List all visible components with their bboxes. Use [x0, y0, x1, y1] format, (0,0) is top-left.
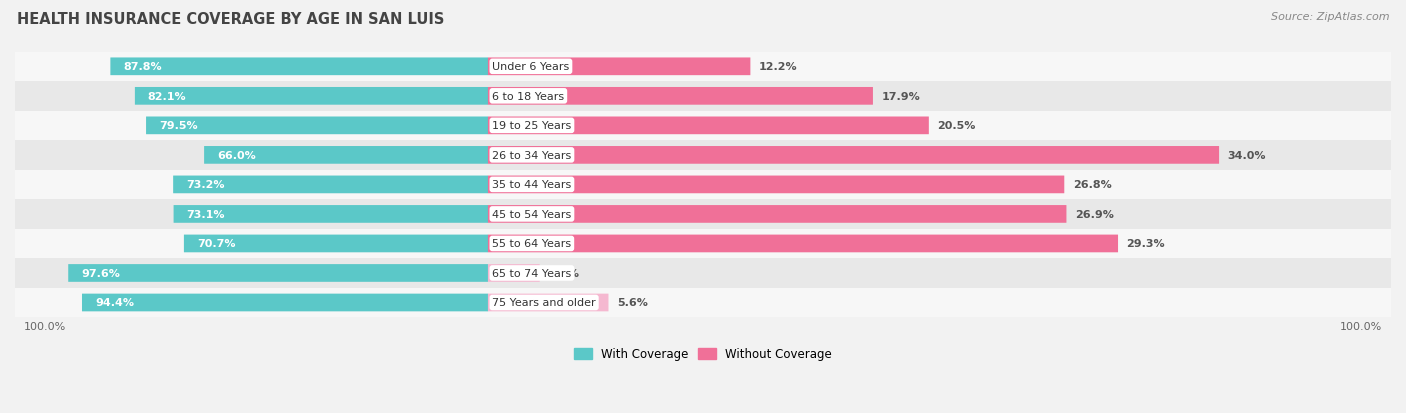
FancyBboxPatch shape [135, 88, 488, 105]
Text: HEALTH INSURANCE COVERAGE BY AGE IN SAN LUIS: HEALTH INSURANCE COVERAGE BY AGE IN SAN … [17, 12, 444, 27]
Text: 82.1%: 82.1% [148, 92, 187, 102]
FancyBboxPatch shape [15, 259, 1391, 288]
Text: 2.4%: 2.4% [548, 268, 579, 278]
Text: 26 to 34 Years: 26 to 34 Years [492, 150, 572, 161]
FancyBboxPatch shape [15, 170, 1391, 199]
FancyBboxPatch shape [111, 58, 488, 76]
Text: 12.2%: 12.2% [759, 62, 797, 72]
FancyBboxPatch shape [488, 176, 1064, 194]
FancyBboxPatch shape [15, 112, 1391, 141]
FancyBboxPatch shape [204, 147, 488, 164]
FancyBboxPatch shape [15, 199, 1391, 229]
Text: 34.0%: 34.0% [1227, 150, 1265, 161]
Text: 26.8%: 26.8% [1073, 180, 1112, 190]
Text: Source: ZipAtlas.com: Source: ZipAtlas.com [1271, 12, 1389, 22]
Text: 73.1%: 73.1% [187, 209, 225, 219]
Text: 100.0%: 100.0% [1340, 321, 1382, 331]
Text: 17.9%: 17.9% [882, 92, 920, 102]
FancyBboxPatch shape [15, 141, 1391, 170]
FancyBboxPatch shape [488, 147, 1219, 164]
Text: 70.7%: 70.7% [197, 239, 235, 249]
FancyBboxPatch shape [184, 235, 488, 253]
FancyBboxPatch shape [488, 294, 609, 311]
Text: 29.3%: 29.3% [1126, 239, 1166, 249]
Text: 75 Years and older: 75 Years and older [492, 298, 596, 308]
FancyBboxPatch shape [488, 235, 1118, 253]
Text: 55 to 64 Years: 55 to 64 Years [492, 239, 571, 249]
FancyBboxPatch shape [488, 206, 1066, 223]
Text: 26.9%: 26.9% [1076, 209, 1114, 219]
FancyBboxPatch shape [146, 117, 488, 135]
FancyBboxPatch shape [173, 176, 488, 194]
FancyBboxPatch shape [488, 88, 873, 105]
FancyBboxPatch shape [82, 294, 488, 311]
Text: 19 to 25 Years: 19 to 25 Years [492, 121, 572, 131]
FancyBboxPatch shape [488, 58, 751, 76]
FancyBboxPatch shape [15, 52, 1391, 82]
FancyBboxPatch shape [69, 264, 488, 282]
FancyBboxPatch shape [488, 117, 929, 135]
Text: 79.5%: 79.5% [159, 121, 198, 131]
Text: 65 to 74 Years: 65 to 74 Years [492, 268, 572, 278]
Text: 45 to 54 Years: 45 to 54 Years [492, 209, 572, 219]
FancyBboxPatch shape [173, 206, 488, 223]
FancyBboxPatch shape [488, 264, 540, 282]
FancyBboxPatch shape [15, 288, 1391, 318]
Text: 87.8%: 87.8% [124, 62, 162, 72]
Text: 20.5%: 20.5% [938, 121, 976, 131]
Text: Under 6 Years: Under 6 Years [492, 62, 569, 72]
FancyBboxPatch shape [15, 82, 1391, 112]
Legend: With Coverage, Without Coverage: With Coverage, Without Coverage [569, 343, 837, 366]
Text: 35 to 44 Years: 35 to 44 Years [492, 180, 572, 190]
Text: 97.6%: 97.6% [82, 268, 120, 278]
Text: 6 to 18 Years: 6 to 18 Years [492, 92, 564, 102]
Text: 100.0%: 100.0% [24, 321, 66, 331]
Text: 5.6%: 5.6% [617, 298, 648, 308]
FancyBboxPatch shape [15, 229, 1391, 259]
Text: 94.4%: 94.4% [96, 298, 134, 308]
Text: 66.0%: 66.0% [217, 150, 256, 161]
Text: 73.2%: 73.2% [186, 180, 225, 190]
